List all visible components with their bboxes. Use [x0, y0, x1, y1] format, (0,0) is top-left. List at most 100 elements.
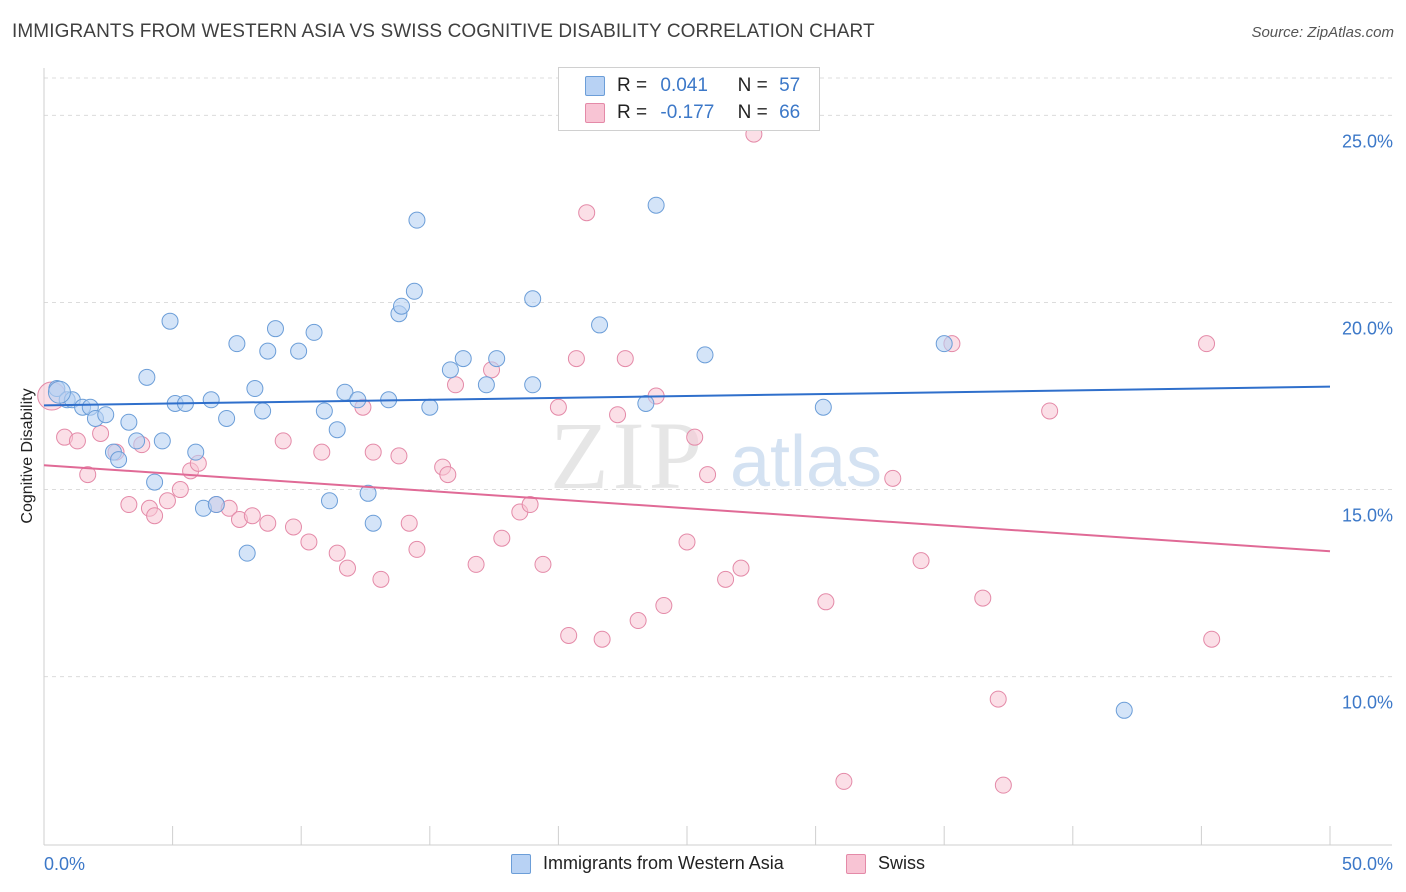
- legend-r-label-2: R =: [617, 102, 648, 123]
- western-asia-point: [120, 413, 138, 431]
- western-asia-point: [246, 380, 264, 398]
- y-axis-label: Cognitive Disability: [19, 388, 36, 524]
- swiss-point: [274, 432, 292, 450]
- swiss-point: [1203, 630, 1221, 648]
- western-asia-point: [488, 350, 506, 368]
- swiss-point: [313, 443, 331, 461]
- western-asia-point: [97, 406, 115, 424]
- watermark-atlas: atlas: [730, 422, 882, 502]
- swiss-point: [609, 406, 627, 424]
- western-asia-point: [647, 196, 665, 214]
- axes: [43, 68, 1392, 846]
- western-asia-point: [454, 350, 472, 368]
- western-asia-point: [421, 398, 439, 416]
- western-asia-point: [328, 421, 346, 439]
- western-asia-point: [161, 312, 179, 330]
- swiss-point: [521, 496, 539, 514]
- tick-labels: 10.0% 15.0% 20.0% 25.0% 0.0% 50.0%: [44, 131, 1393, 874]
- legend-n-value-2: 66: [779, 102, 801, 123]
- swiss-point: [560, 626, 578, 644]
- swiss-point: [408, 540, 426, 558]
- swiss-point: [817, 593, 835, 611]
- chart-title: IMMIGRANTS FROM WESTERN ASIA VS SWISS CO…: [12, 21, 875, 42]
- legend-swatch-pink: [585, 103, 605, 123]
- y-tick-label: 20.0%: [1342, 318, 1393, 338]
- swiss-point: [146, 507, 164, 525]
- western-asia-point: [814, 398, 832, 416]
- western-asia-point: [218, 409, 236, 427]
- western-asia-point: [359, 484, 377, 502]
- swiss-point: [390, 447, 408, 465]
- swiss-point: [372, 570, 390, 588]
- western-asia-trend-line: [43, 385, 1331, 407]
- swiss-point: [974, 589, 992, 607]
- western-asia-point: [47, 380, 71, 404]
- western-asia-point: [259, 342, 277, 360]
- swiss-point: [300, 533, 318, 551]
- western-asia-point: [238, 544, 256, 562]
- swiss-point: [467, 555, 485, 573]
- watermark: ZIP atlas: [550, 402, 882, 509]
- western-asia-point: [524, 376, 542, 394]
- swiss-point: [1198, 335, 1216, 353]
- swiss-point: [835, 772, 853, 790]
- swiss-point: [629, 612, 647, 630]
- swiss-point: [578, 204, 596, 222]
- western-asia-point: [1115, 701, 1133, 719]
- swiss-point: [243, 507, 261, 525]
- swiss-point: [439, 466, 457, 484]
- swiss-point: [120, 496, 138, 514]
- western-asia-point: [128, 432, 146, 450]
- western-asia-point: [315, 402, 333, 420]
- legend-swatch-blue: [585, 76, 605, 96]
- legend-n-label-2: N =: [737, 102, 768, 123]
- legend-label-swiss: Swiss: [878, 853, 926, 873]
- series-legend: Immigrants from Western Asia Swiss: [0, 853, 1406, 877]
- swiss-point: [1041, 402, 1059, 420]
- swiss-point: [447, 376, 465, 394]
- legend-item-swiss[interactable]: Swiss: [846, 853, 925, 874]
- western-asia-point: [477, 376, 495, 394]
- y-tick-label: 10.0%: [1342, 693, 1393, 713]
- swiss-point: [912, 552, 930, 570]
- y-tick-label: 25.0%: [1342, 131, 1393, 151]
- swiss-point: [493, 529, 511, 547]
- legend-r-value-2: -0.177: [660, 102, 715, 123]
- swiss-point: [92, 424, 110, 442]
- western-asia-point: [202, 391, 220, 409]
- western-asia-point: [110, 451, 128, 469]
- source-label: Source: ZipAtlas.com: [1251, 24, 1394, 41]
- swiss-point: [364, 443, 382, 461]
- western-asia-point: [441, 361, 459, 379]
- swiss-point: [328, 544, 346, 562]
- swiss-point: [534, 555, 552, 573]
- legend-item-western-asia[interactable]: Immigrants from Western Asia: [511, 853, 784, 874]
- x-tick-label: 50.0%: [1342, 854, 1393, 874]
- western-asia-point: [320, 492, 338, 510]
- western-asia-point: [290, 342, 308, 360]
- trend-lines: [43, 385, 1331, 553]
- swiss-point: [678, 533, 696, 551]
- swiss-point: [158, 492, 176, 510]
- western-asia-point: [138, 368, 156, 386]
- western-asia-point: [696, 346, 714, 364]
- swiss-point: [989, 690, 1007, 708]
- western-asia-point: [405, 282, 423, 300]
- swiss-point: [338, 559, 356, 577]
- swiss-point: [68, 432, 86, 450]
- swiss-point: [717, 570, 735, 588]
- western-asia-point: [408, 211, 426, 229]
- swiss-point: [699, 466, 717, 484]
- western-asia-point: [305, 323, 323, 341]
- correlation-legend: R = 0.041 N = 57 R = -0.177 N = 66: [558, 67, 820, 131]
- swiss-point: [171, 481, 189, 499]
- grid-lines: [44, 77, 1392, 678]
- western-asia-point: [935, 335, 953, 353]
- legend-swatch-western-asia: [511, 853, 531, 874]
- watermark-zip: ZIP: [550, 402, 706, 509]
- western-asia-point: [637, 395, 655, 413]
- swiss-point: [567, 350, 585, 368]
- legend-label-western-asia: Immigrants from Western Asia: [543, 853, 784, 873]
- western-asia-point: [524, 290, 542, 308]
- legend-r-label-1: R =: [617, 75, 648, 96]
